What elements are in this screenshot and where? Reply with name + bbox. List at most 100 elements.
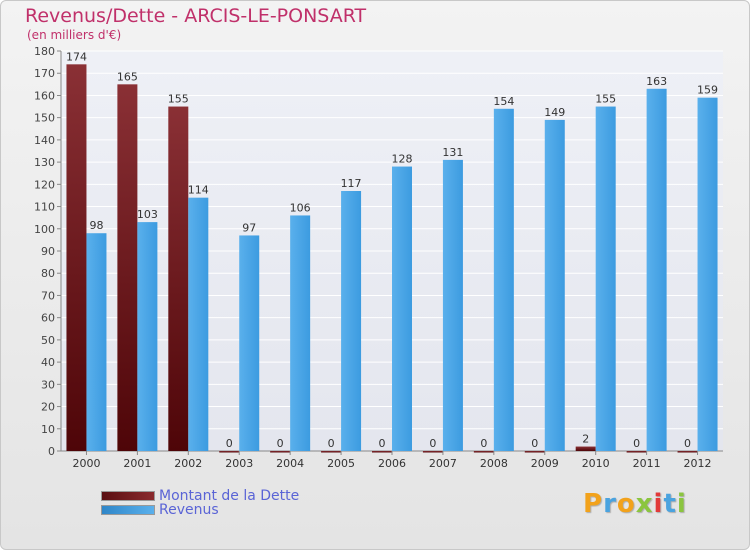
bar-dette	[372, 451, 392, 453]
logo-letter: x	[635, 489, 654, 519]
x-tick-label: 2002	[174, 457, 202, 470]
data-label-dette: 0	[277, 437, 284, 450]
logo-letter: i	[676, 489, 687, 519]
bar-dette	[473, 451, 494, 453]
y-tick-label: 100	[34, 223, 55, 236]
data-label-dette: 0	[429, 437, 436, 450]
y-tick-label: 70	[41, 289, 55, 302]
bar-dette	[321, 451, 342, 453]
bar-revenus	[392, 166, 412, 452]
bar-revenus	[697, 97, 718, 452]
x-tick-label: 2005	[327, 457, 355, 470]
y-tick-label: 40	[41, 356, 55, 369]
data-label-revenus: 128	[392, 153, 413, 166]
x-tick-label: 2010	[582, 457, 610, 470]
bar-revenus	[188, 197, 209, 451]
x-tick-label: 2009	[531, 457, 559, 470]
data-label-revenus: 103	[137, 208, 158, 221]
data-label-revenus: 159	[697, 84, 718, 97]
x-tick-label: 2011	[633, 457, 661, 470]
logo-letter: r	[603, 489, 617, 519]
data-label-revenus: 97	[242, 221, 256, 234]
bar-revenus	[442, 159, 463, 451]
x-tick-label: 2008	[480, 457, 508, 470]
data-label-dette: 0	[531, 437, 538, 450]
y-tick-label: 110	[34, 201, 55, 214]
x-tick-label: 2007	[429, 457, 457, 470]
data-label-revenus: 98	[89, 219, 103, 232]
y-tick-label: 50	[41, 334, 55, 347]
x-tick-label: 2001	[123, 457, 151, 470]
data-label-revenus: 131	[442, 146, 463, 159]
bar-dette	[422, 451, 443, 453]
data-label-revenus: 149	[544, 106, 565, 119]
y-tick-label: 130	[34, 156, 55, 169]
bar-dette	[66, 64, 87, 452]
legend-item-revenus: Revenus	[101, 502, 219, 518]
data-label-dette: 0	[684, 437, 691, 450]
data-label-revenus: 117	[341, 177, 362, 190]
data-label-revenus: 154	[493, 95, 514, 108]
bar-revenus	[239, 235, 260, 451]
bar-dette	[270, 451, 291, 453]
bar-revenus	[595, 106, 616, 452]
y-tick-label: 30	[41, 378, 55, 391]
x-tick-label: 2000	[72, 457, 100, 470]
data-label-dette: 0	[633, 437, 640, 450]
y-tick-label: 60	[41, 312, 55, 325]
data-label-revenus: 114	[188, 184, 209, 197]
y-tick-label: 180	[34, 45, 55, 58]
logo-letter: o	[616, 489, 636, 519]
logo-letter: t	[663, 489, 677, 519]
data-label-revenus: 155	[595, 93, 616, 106]
y-tick-label: 90	[41, 245, 55, 258]
chart-subtitle: (en milliers d'€)	[27, 28, 122, 42]
bar-revenus	[137, 222, 158, 451]
logo-letter: i	[653, 489, 664, 519]
bar-dette	[219, 451, 240, 453]
legend-label-revenus: Revenus	[159, 502, 219, 518]
data-label-dette: 165	[117, 70, 138, 83]
data-label-dette: 174	[66, 50, 87, 63]
data-label-dette: 0	[328, 437, 335, 450]
y-tick-label: 170	[34, 67, 55, 80]
x-tick-label: 2006	[378, 457, 406, 470]
bar-revenus	[544, 119, 565, 451]
y-tick-label: 20	[41, 401, 55, 414]
bar-dette	[524, 451, 545, 453]
y-tick-label: 120	[34, 178, 55, 191]
data-label-revenus: 163	[646, 75, 667, 88]
y-tick-label: 140	[34, 134, 55, 147]
y-tick-label: 80	[41, 267, 55, 280]
bar-dette	[575, 446, 596, 451]
legend-swatch-revenus	[101, 505, 155, 515]
bar-dette	[168, 106, 189, 452]
data-label-dette: 0	[480, 437, 487, 450]
logo-letter: P	[583, 489, 604, 519]
data-label-dette: 0	[379, 437, 386, 450]
bar-revenus	[86, 233, 107, 451]
legend-item-dette: Montant de la Dette	[101, 488, 299, 504]
bar-revenus	[290, 215, 311, 451]
legend-label-dette: Montant de la Dette	[159, 488, 300, 504]
y-tick-label: 10	[41, 423, 55, 436]
bar-dette	[117, 84, 138, 451]
x-tick-label: 2004	[276, 457, 304, 470]
data-label-dette: 155	[168, 93, 189, 106]
data-label-dette: 2	[582, 433, 589, 446]
bar-dette	[626, 451, 647, 453]
bar-revenus	[646, 88, 667, 452]
x-tick-label: 2003	[225, 457, 253, 470]
bar-dette	[677, 451, 698, 453]
chart-title: Revenus/Dette - ARCIS-LE-PONSART	[25, 5, 367, 27]
y-tick-label: 0	[48, 445, 55, 458]
x-tick-label: 2012	[684, 457, 712, 470]
y-tick-label: 160	[34, 89, 55, 102]
bar-revenus	[493, 108, 514, 452]
bar-revenus	[341, 191, 362, 451]
proxiti-logo: Proxiti	[583, 489, 687, 519]
legend-swatch-dette	[101, 491, 155, 501]
data-label-dette: 0	[226, 437, 233, 450]
